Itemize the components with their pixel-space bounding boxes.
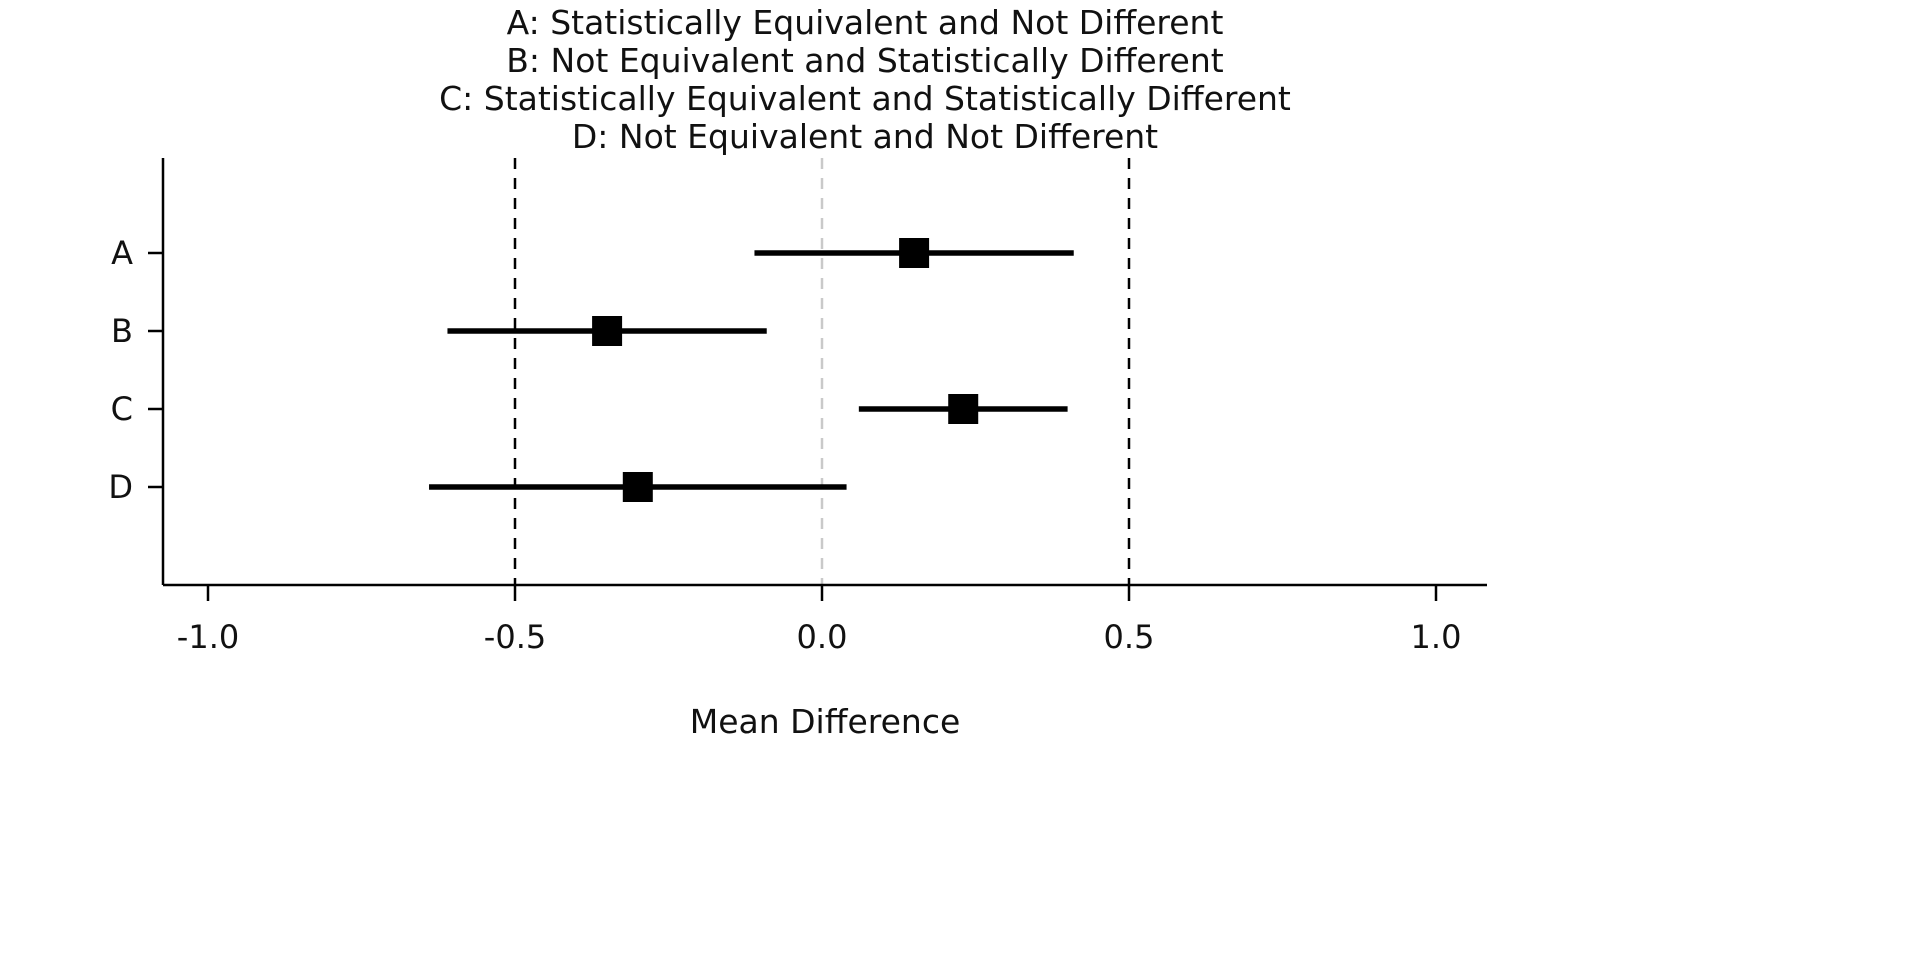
y-category-label: B [111,312,133,350]
x-tick-label: -0.5 [484,618,546,656]
x-tick-label: 1.0 [1411,618,1462,656]
y-category-label: A [111,234,133,272]
x-tick-label: 0.0 [797,618,848,656]
point-estimate-square [592,316,623,346]
chart-title-line-c: C: Statistically Equivalent and Statisti… [439,79,1291,118]
x-tick-label: -1.0 [177,618,239,656]
x-tick-label: 0.5 [1104,618,1155,656]
chart-title-line-d: D: Not Equivalent and Not Different [571,117,1159,156]
point-estimate-square [899,238,930,268]
point-estimate-square [948,394,979,424]
y-category-label: D [108,468,133,506]
chart-title: A: Statistically Equivalent and Not Diff… [0,4,1730,156]
chart-title-line-a: A: Statistically Equivalent and Not Diff… [506,3,1224,42]
point-estimate-square [622,472,653,502]
y-category-label: C [111,390,133,428]
chart-title-line-b: B: Not Equivalent and Statistically Diff… [506,41,1224,80]
x-axis-label: Mean Difference [689,702,961,741]
